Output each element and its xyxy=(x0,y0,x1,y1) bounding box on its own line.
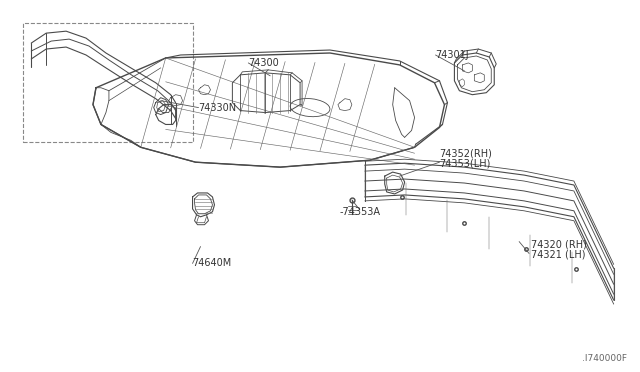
Text: 74321 (LH): 74321 (LH) xyxy=(531,250,586,259)
Text: 74330N: 74330N xyxy=(198,103,237,113)
Text: 74640M: 74640M xyxy=(193,259,232,269)
Text: 74300: 74300 xyxy=(248,58,279,68)
Text: .I740000F: .I740000F xyxy=(582,354,627,363)
Bar xyxy=(23,23,193,142)
Text: 74320 (RH): 74320 (RH) xyxy=(531,240,587,250)
Text: 74301J: 74301J xyxy=(435,50,469,60)
Text: 74352(RH): 74352(RH) xyxy=(440,148,492,158)
Text: -74353A: -74353A xyxy=(340,207,381,217)
Text: 74353(LH): 74353(LH) xyxy=(440,158,491,168)
